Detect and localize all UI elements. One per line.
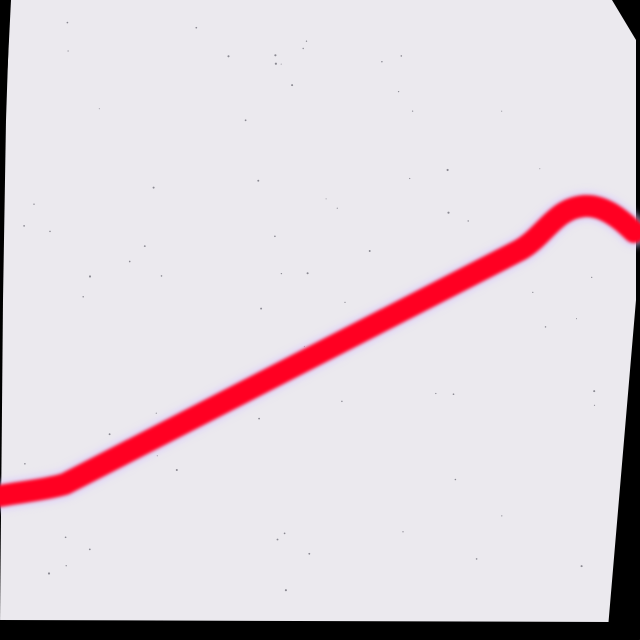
speckle-dot	[291, 84, 294, 87]
speckle-dot	[411, 110, 414, 112]
speckle-dot	[344, 301, 346, 304]
speckle-dot	[475, 558, 478, 560]
right-dark-edge	[608, 0, 640, 640]
speckle-dot	[400, 55, 403, 57]
speckle-dot	[593, 390, 596, 393]
speckle-dot	[308, 552, 311, 555]
speckle-dot	[274, 54, 277, 57]
speckle-dot	[402, 531, 404, 533]
speckle-dot	[283, 532, 286, 535]
speckle-dot	[152, 186, 155, 189]
speckle-dot	[156, 455, 158, 457]
bottom-dark-edge	[0, 620, 640, 640]
speckle-dot	[305, 40, 308, 42]
speckle-dot	[452, 393, 455, 396]
speckle-dot	[175, 468, 178, 472]
speckle-dot	[260, 307, 263, 310]
speckle-dot	[244, 119, 247, 122]
speckle-dot	[580, 565, 583, 568]
speckle-dot	[258, 417, 260, 420]
speckle-dot	[284, 589, 287, 592]
speckle-dot	[593, 404, 596, 406]
speckle-dot	[257, 179, 260, 182]
speckle-dot	[195, 26, 198, 29]
speckle-dot	[306, 272, 309, 275]
left-dark-edge	[0, 0, 11, 220]
speckle-dot	[575, 318, 578, 320]
speckle-dot	[82, 296, 84, 298]
speckle-dot	[47, 572, 51, 575]
speckle-dot	[368, 250, 371, 252]
speckle-dot	[397, 90, 400, 93]
speckle-dot	[49, 230, 51, 233]
speckle-dot	[302, 47, 304, 50]
speckle-dot	[409, 177, 411, 180]
speckle-dot	[435, 392, 437, 395]
speckle-dot	[381, 61, 383, 63]
speckle-dot	[280, 63, 282, 65]
speckle-dot	[65, 565, 67, 567]
speckle-dot	[24, 463, 26, 465]
speckle-dot	[276, 538, 279, 541]
speckle-dot	[33, 203, 35, 205]
red-curved-line	[0, 195, 640, 507]
speckle-dot	[501, 110, 503, 112]
speckle-dot	[143, 245, 146, 248]
speckle-dot	[66, 21, 69, 24]
speckle-dot	[501, 515, 503, 517]
speckle-dot	[447, 211, 450, 214]
speckle-dot	[454, 478, 457, 481]
speckle-dot	[98, 108, 100, 110]
speckle-dot	[325, 198, 327, 200]
speckle-dot	[128, 260, 131, 263]
speckle-dot	[539, 168, 541, 170]
speckle-dot	[341, 400, 343, 403]
speckle-dot	[467, 220, 469, 222]
speckle-dot	[274, 62, 277, 65]
speckle-dot	[591, 276, 593, 279]
speckle-dot	[64, 536, 67, 539]
speckle-dot	[67, 50, 69, 52]
speckle-dot	[532, 291, 534, 294]
speckle-dot	[23, 225, 25, 227]
speckle-dot	[544, 326, 547, 328]
speckle-dot	[446, 168, 449, 172]
speckle-dot	[88, 548, 91, 551]
speckle-dot	[280, 272, 283, 275]
speckle-dot	[88, 275, 92, 278]
paper-speckles	[23, 21, 596, 592]
speckle-dot	[155, 412, 157, 414]
speckle-dot	[336, 207, 338, 209]
speckle-dot	[108, 433, 111, 436]
speckle-dot	[274, 235, 276, 238]
speckle-dot	[160, 275, 163, 277]
speckle-dot	[227, 55, 230, 58]
